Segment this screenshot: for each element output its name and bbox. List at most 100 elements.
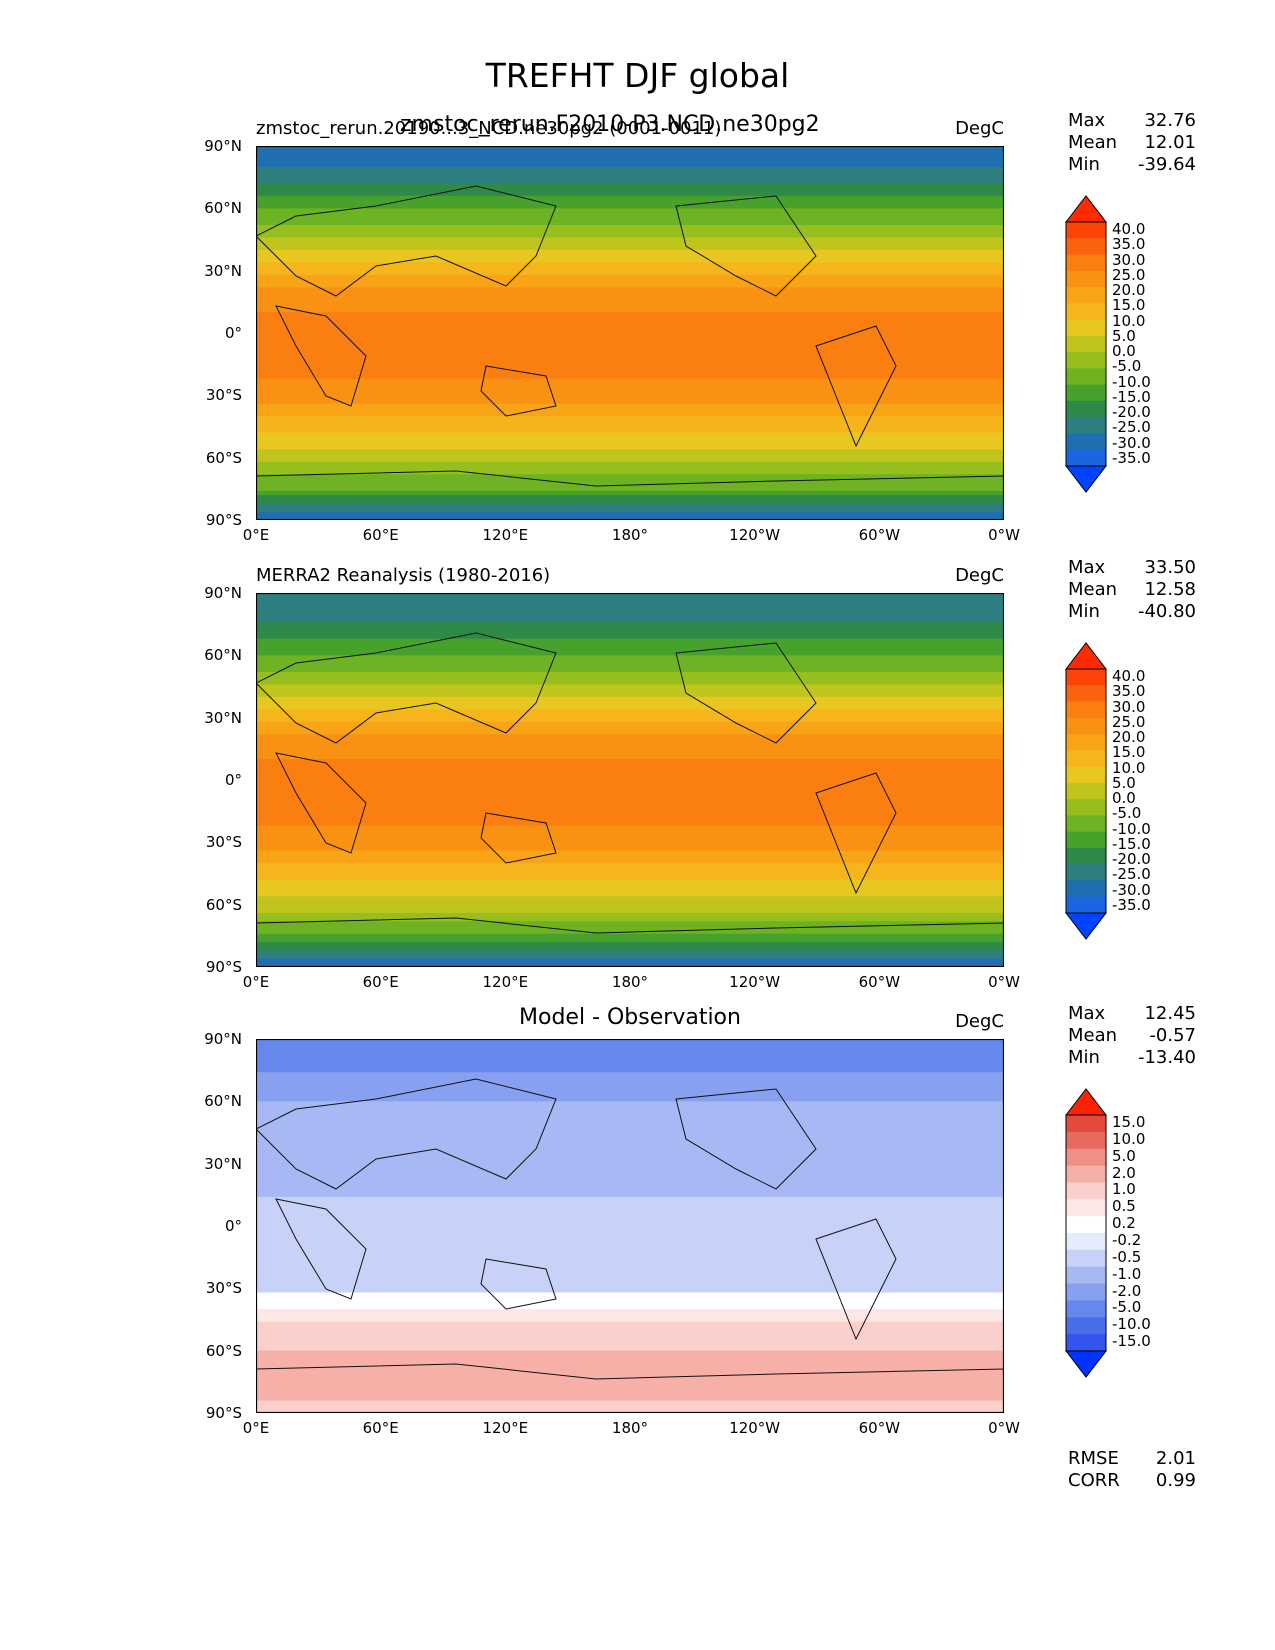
field-band bbox=[256, 958, 1004, 964]
field-band bbox=[256, 626, 1004, 631]
coastline bbox=[275, 305, 367, 407]
colorbar-tick-label: -35.0 bbox=[1112, 448, 1151, 467]
colorbar-segment bbox=[1066, 222, 1106, 239]
stat-label: Max bbox=[1068, 557, 1106, 578]
colorbar-segment bbox=[1066, 831, 1106, 849]
field-band bbox=[256, 1321, 1004, 1327]
field-band bbox=[256, 1097, 1004, 1102]
field-band bbox=[256, 1051, 1004, 1057]
field-band bbox=[256, 1142, 1004, 1148]
field-band bbox=[256, 1184, 1004, 1190]
field-band bbox=[256, 1267, 1004, 1273]
field-band bbox=[256, 1163, 1004, 1169]
field-band bbox=[256, 1388, 1004, 1393]
field-band bbox=[256, 1392, 1004, 1397]
colorbar-tick-label: 10.0 bbox=[1112, 1129, 1146, 1148]
field-band bbox=[256, 1325, 1004, 1331]
stat-label: Mean bbox=[1068, 579, 1118, 600]
colorbar-segment bbox=[1066, 335, 1106, 353]
field-band bbox=[256, 721, 1004, 727]
panel-3: Model - Observation DegC 90°N 60°N 30°N 0° 30°… bbox=[0, 1003, 1275, 1481]
field-band bbox=[256, 1171, 1004, 1177]
lon-tick-label: 180° bbox=[611, 1419, 649, 1437]
colorbar-tick-label: 5.0 bbox=[1112, 326, 1136, 345]
figure-title: TREFHT DJF global bbox=[485, 56, 790, 95]
stat-value: -40.80 bbox=[1137, 601, 1196, 622]
colorbar-tick-label: -0.2 bbox=[1112, 1231, 1142, 1249]
field-band bbox=[256, 424, 1004, 430]
colorbar-segment bbox=[1066, 669, 1106, 686]
lat-tick-label: 30°N bbox=[204, 708, 242, 727]
field-band bbox=[256, 705, 1004, 710]
coastline bbox=[256, 470, 1004, 520]
stat-row: Mean -0.57 bbox=[1068, 1025, 1196, 1047]
colorbar-tick-label: 0.0 bbox=[1112, 342, 1136, 360]
colorbar-segment bbox=[1066, 287, 1106, 304]
field-band bbox=[256, 759, 1004, 764]
field-band bbox=[256, 212, 1004, 218]
field-band bbox=[256, 1342, 1004, 1348]
field-band bbox=[256, 204, 1004, 209]
field-band bbox=[256, 1329, 1004, 1335]
colorbar-segment bbox=[1066, 1115, 1106, 1133]
map-plot bbox=[256, 593, 1004, 967]
field-band bbox=[256, 295, 1004, 301]
lon-tick-label: 60°W bbox=[858, 1419, 901, 1437]
lon-tick-label: 0°E bbox=[242, 1419, 270, 1437]
field-band bbox=[256, 241, 1004, 247]
stat-row: Mean 12.58 bbox=[1068, 579, 1196, 601]
field-band bbox=[256, 1284, 1004, 1289]
field-band bbox=[256, 950, 1004, 956]
field-band bbox=[256, 879, 1004, 885]
lat-tick-label: 30°S bbox=[205, 1279, 242, 1298]
colorbar-tick-label: -25.0 bbox=[1112, 418, 1151, 437]
stat-label: Min bbox=[1068, 601, 1100, 622]
field-band bbox=[256, 229, 1004, 234]
field-band bbox=[256, 249, 1004, 255]
colorbar-tick-label: -5.0 bbox=[1112, 357, 1142, 376]
field-band bbox=[256, 490, 1004, 496]
colorbar-segment bbox=[1066, 1334, 1106, 1352]
lat-tick-label: 60°N bbox=[204, 199, 242, 218]
field-band bbox=[256, 453, 1004, 459]
lat-tick-label: 60°N bbox=[204, 646, 242, 665]
field-band bbox=[256, 1188, 1004, 1194]
colorbar-segment bbox=[1066, 319, 1106, 337]
lat-tick-label: 60°S bbox=[205, 895, 242, 914]
field-band bbox=[256, 1363, 1004, 1368]
field-band bbox=[256, 622, 1004, 627]
field-band bbox=[256, 507, 1004, 513]
field-band bbox=[256, 655, 1004, 661]
field-band bbox=[256, 1300, 1004, 1306]
field-band bbox=[256, 337, 1004, 342]
field-band bbox=[256, 270, 1004, 276]
field-band bbox=[256, 486, 1004, 492]
field-band bbox=[256, 925, 1004, 931]
colorbar-tick-label: -10.0 bbox=[1112, 372, 1151, 391]
field-band bbox=[256, 1213, 1004, 1219]
units-label: DegC bbox=[955, 565, 1004, 586]
colorbar-tick-label: -30.0 bbox=[1112, 433, 1151, 452]
field-band bbox=[256, 432, 1004, 438]
field-band bbox=[256, 1280, 1004, 1285]
stat-value: -0.57 bbox=[1149, 1025, 1196, 1046]
field-band bbox=[256, 671, 1004, 677]
field-band bbox=[256, 366, 1004, 371]
field-band bbox=[256, 1122, 1004, 1127]
field-band bbox=[256, 1346, 1004, 1352]
field-band bbox=[256, 1201, 1004, 1206]
colorbar-segment bbox=[1066, 880, 1106, 898]
field-band bbox=[256, 1117, 1004, 1123]
panel-subtitle: zmstoc_rerun.20190...3_NCD.ne30pg2 (0001… bbox=[256, 118, 722, 139]
field-band bbox=[256, 457, 1004, 463]
field-band bbox=[256, 1383, 1004, 1389]
field-band bbox=[256, 912, 1004, 918]
colorbar-tick-label: 40.0 bbox=[1112, 667, 1146, 685]
colorbar bbox=[1064, 642, 1108, 940]
field-band bbox=[256, 1221, 1004, 1227]
field-band bbox=[256, 1196, 1004, 1202]
colorbar-tick-label: 15.0 bbox=[1112, 1113, 1146, 1131]
coastline bbox=[675, 195, 817, 297]
field-band bbox=[256, 1151, 1004, 1156]
colorbar-tick-label: 40.0 bbox=[1112, 220, 1146, 238]
